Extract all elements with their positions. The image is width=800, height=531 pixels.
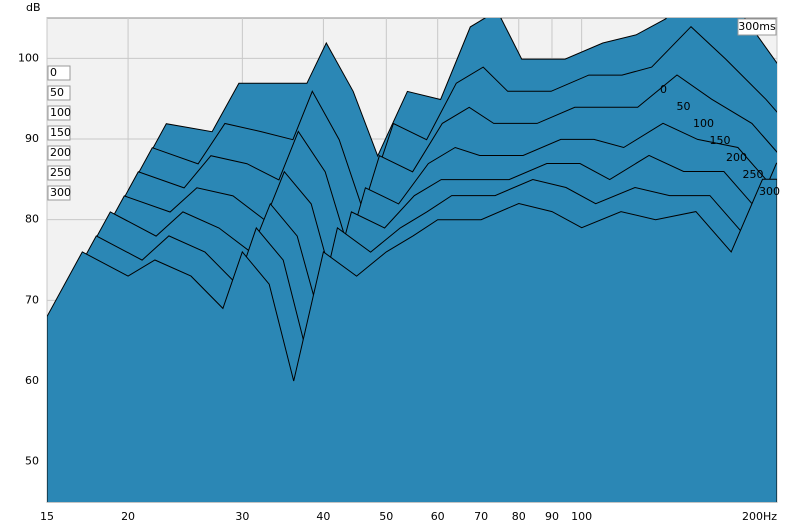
slice-end-label: 0 bbox=[660, 83, 667, 96]
slice bbox=[47, 178, 777, 502]
x-tick-label: 100 bbox=[571, 510, 592, 523]
x-tick-label: 50 bbox=[379, 510, 393, 523]
slice-end-label: 150 bbox=[710, 134, 731, 147]
x-tick-label: 40 bbox=[316, 510, 330, 523]
x-tick-label: 15 bbox=[40, 510, 54, 523]
slice-label-box bbox=[47, 65, 71, 81]
slice-label: 0 bbox=[50, 66, 57, 79]
slice-label: 150 bbox=[50, 126, 71, 139]
x-tick-label: 80 bbox=[512, 510, 526, 523]
x-tick-label: 30 bbox=[235, 510, 249, 523]
y-axis-label: dB bbox=[26, 1, 41, 14]
slice-label: 100 bbox=[50, 106, 71, 119]
x-tick-label: 90 bbox=[545, 510, 559, 523]
y-tick-label: 60 bbox=[25, 374, 39, 387]
slice-label-box bbox=[47, 125, 71, 141]
slice-end-label: 300 bbox=[759, 185, 780, 198]
slices bbox=[47, 18, 777, 502]
slice-label: 50 bbox=[50, 86, 64, 99]
slice-label: 200 bbox=[50, 146, 71, 159]
time-label: 300ms bbox=[738, 20, 776, 33]
x-tick-label: 60 bbox=[431, 510, 445, 523]
slice-end-label: 200 bbox=[726, 151, 747, 164]
y-tick-label: 90 bbox=[25, 132, 39, 145]
slice-label: 300 bbox=[50, 186, 71, 199]
slice-end-label: 50 bbox=[677, 100, 691, 113]
x-tick-label: 20 bbox=[121, 510, 135, 523]
y-tick-label: 80 bbox=[25, 213, 39, 226]
slice-label-box bbox=[47, 145, 71, 161]
slice-end-label: 100 bbox=[693, 117, 714, 130]
y-tick-label: 70 bbox=[25, 293, 39, 306]
y-tick-label: 100 bbox=[18, 51, 39, 64]
slice-label-box bbox=[47, 165, 71, 181]
slice-label-box bbox=[47, 185, 71, 201]
slice-end-label: 250 bbox=[743, 168, 764, 181]
slice-label-box bbox=[47, 105, 71, 121]
slice-label: 250 bbox=[50, 166, 71, 179]
slice-label-box bbox=[47, 85, 71, 101]
x-tick-label: 70 bbox=[474, 510, 488, 523]
x-tick-label: 200Hz bbox=[742, 510, 777, 523]
y-tick-label: 50 bbox=[25, 455, 39, 468]
time-label-box bbox=[737, 18, 777, 36]
